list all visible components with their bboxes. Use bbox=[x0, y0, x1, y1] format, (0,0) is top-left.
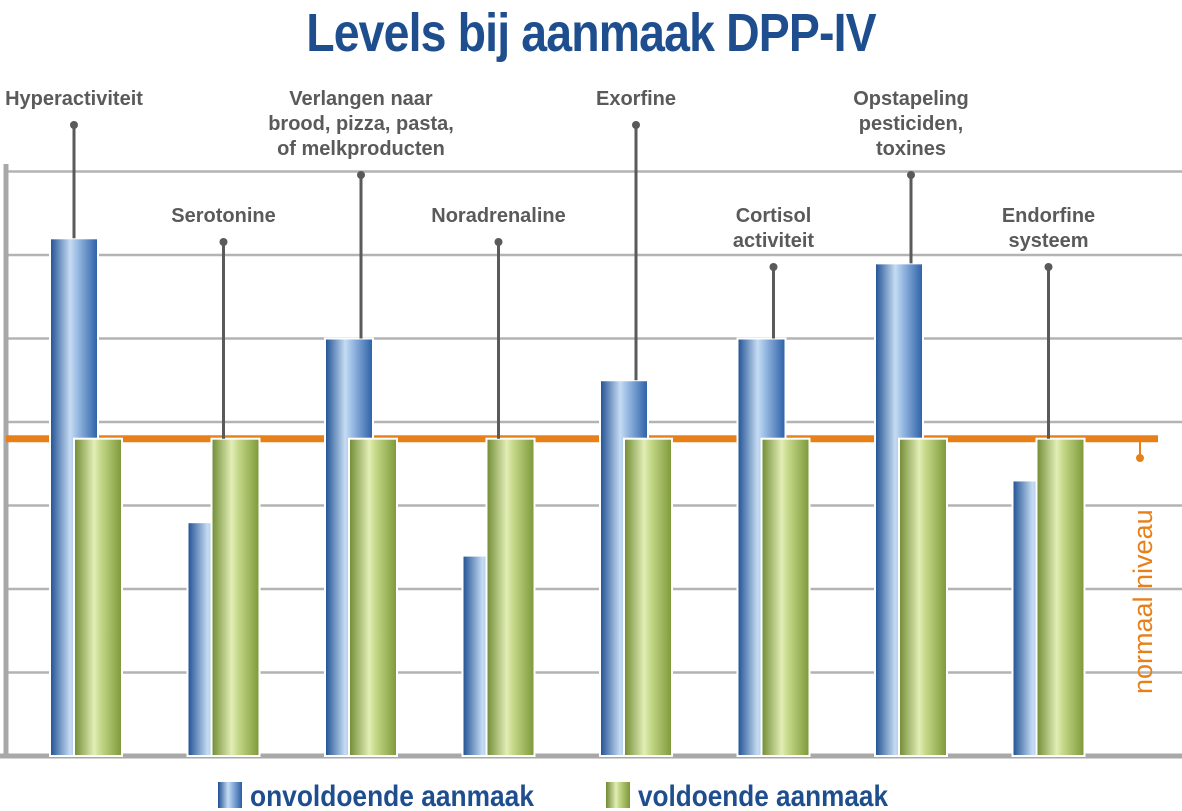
category-label: Exorfine bbox=[596, 88, 676, 110]
category-label: Opstapeling pesticiden, toxines bbox=[853, 88, 969, 160]
bar-voldoende bbox=[73, 437, 123, 757]
reference-line-label: normaal niveau bbox=[1128, 509, 1158, 694]
label-leader-dot bbox=[632, 121, 640, 129]
legend-label: onvoldoende aanmaak bbox=[250, 780, 534, 811]
bar-voldoende bbox=[898, 437, 948, 757]
bar-voldoende bbox=[210, 437, 261, 757]
bar-voldoende bbox=[485, 437, 536, 757]
bar-voldoende bbox=[348, 437, 398, 757]
category-label: Verlangen naar brood, pizza, pasta, of mel… bbox=[268, 88, 454, 160]
label-leader-dot bbox=[769, 263, 778, 271]
bars bbox=[49, 237, 1086, 758]
bar-voldoende bbox=[1035, 437, 1086, 757]
gridlines bbox=[6, 170, 1182, 674]
bar-voldoende bbox=[623, 437, 673, 757]
label-leader-dot bbox=[70, 121, 78, 129]
axes bbox=[0, 164, 1182, 759]
label-leader-dot bbox=[1044, 263, 1053, 271]
category-label: Hyperactiviteit bbox=[5, 88, 143, 110]
legend: onvoldoende aanmaak voldoende aanmaak bbox=[218, 780, 888, 811]
category-label: Noradrenaline bbox=[431, 205, 565, 227]
bar-voldoende bbox=[760, 437, 811, 757]
legend-swatch bbox=[606, 782, 630, 808]
legend-swatch bbox=[218, 782, 242, 808]
category-label: Serotonine bbox=[171, 205, 275, 227]
category-label: Cortisol activiteit bbox=[733, 205, 814, 252]
chart-title: Levels bij aanmaak DPP-IV bbox=[306, 3, 876, 63]
category-labels: Hyperactiviteit Serotonine Verlangen naar b… bbox=[5, 88, 1095, 439]
reference-line-group: normaal niveau bbox=[6, 435, 1158, 694]
legend-label: voldoende aanmaak bbox=[638, 780, 888, 811]
label-leader-dot bbox=[357, 171, 365, 179]
label-leader-dot bbox=[219, 238, 228, 246]
label-leader-dot bbox=[907, 171, 915, 179]
category-label: Endorfine systeem bbox=[1002, 205, 1095, 252]
label-leader-dot bbox=[494, 238, 503, 246]
